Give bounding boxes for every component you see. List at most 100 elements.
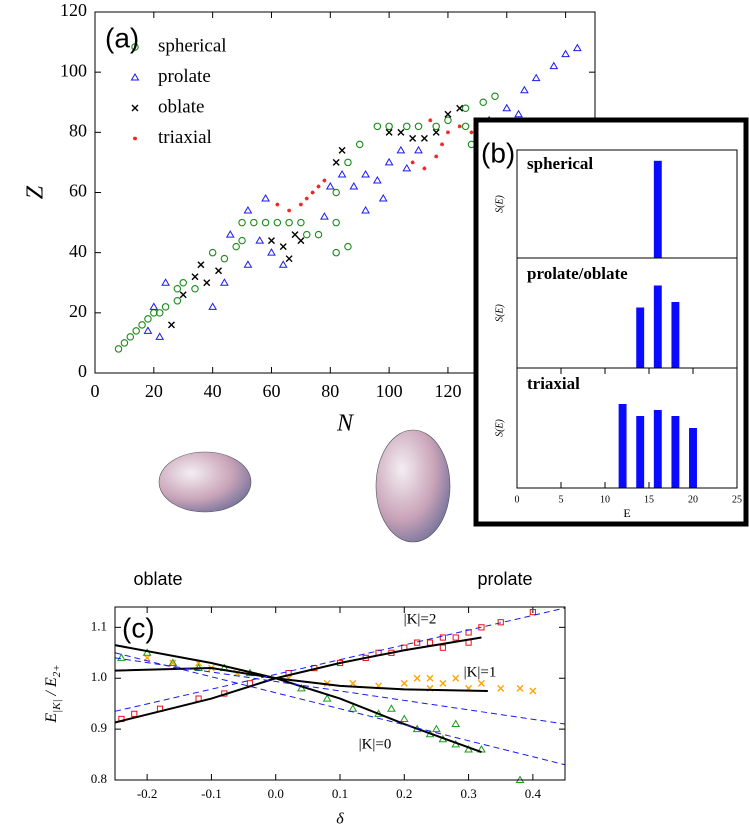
y-tick-label: 0 — [78, 361, 87, 381]
point — [432, 128, 440, 136]
point — [303, 230, 311, 239]
point — [355, 140, 364, 149]
point — [451, 719, 461, 728]
legend-label: triaxial — [158, 127, 212, 148]
illustration-label: prolate — [477, 569, 532, 589]
subplot-title: spherical — [527, 154, 593, 173]
bar — [671, 302, 680, 368]
plot-frame — [114, 606, 566, 781]
point — [161, 303, 170, 311]
point — [173, 297, 182, 305]
point — [502, 103, 512, 112]
point — [316, 184, 321, 189]
panel-label: (b) — [481, 137, 515, 168]
x-axis-label: N — [336, 411, 355, 437]
x-tick-label: 0.1 — [332, 786, 348, 801]
point — [440, 142, 445, 147]
y-tick-label: 1.0 — [91, 669, 107, 684]
point — [549, 61, 559, 70]
point — [208, 248, 217, 257]
point — [402, 163, 412, 172]
point — [477, 679, 485, 687]
point — [452, 674, 460, 682]
point — [531, 73, 541, 82]
point — [220, 254, 229, 263]
bar — [653, 410, 662, 488]
point — [400, 679, 408, 687]
legend-label: oblate — [158, 96, 204, 117]
bar — [636, 307, 645, 368]
legend-marker — [133, 136, 137, 141]
x-tick-label: 20 — [145, 381, 163, 401]
point — [322, 694, 332, 702]
fit-line — [114, 667, 488, 692]
x-tick-label: 0 — [515, 494, 520, 505]
x-tick-label: 100 — [376, 381, 403, 401]
y-tick-label: 80 — [69, 120, 87, 140]
point — [179, 291, 187, 299]
point — [320, 212, 329, 220]
y-tick-label: 0.8 — [91, 771, 107, 786]
panel-c: 0.8 0.9 1.0 1.1 -0.2 -0.1 0.0 0.1 0.2 0.3 0.4 |K|=2… — [43, 606, 566, 828]
fit-line — [114, 657, 566, 725]
y-tick-label: 1.1 — [91, 618, 107, 633]
point — [396, 145, 406, 154]
point — [287, 208, 292, 213]
point — [291, 231, 299, 239]
y-tick-label: 100 — [60, 60, 87, 80]
point — [497, 684, 505, 692]
y-axis-label: S(E) — [494, 418, 505, 436]
point — [243, 260, 253, 268]
point — [373, 122, 382, 131]
point — [385, 128, 393, 136]
point — [413, 674, 421, 682]
bar — [653, 160, 662, 258]
prolate-shape — [375, 429, 451, 543]
legend-label: prolate — [158, 66, 211, 87]
y-axis-label-part: E — [43, 677, 60, 688]
point — [384, 157, 394, 166]
point — [348, 704, 358, 712]
point — [261, 194, 270, 202]
point — [238, 236, 246, 245]
plot-frame — [516, 367, 738, 489]
point — [155, 332, 165, 340]
subplot-title: triaxial — [527, 374, 580, 393]
point — [445, 130, 450, 135]
point — [422, 166, 427, 171]
point — [149, 302, 159, 310]
panel-label: (c) — [122, 612, 155, 643]
point — [426, 674, 434, 682]
y-axis-label: S(E) — [494, 194, 505, 212]
point — [403, 122, 411, 131]
point — [452, 634, 459, 641]
panel-label: (a) — [105, 22, 139, 53]
y-axis-label-part: / — [43, 687, 60, 699]
point — [426, 639, 434, 646]
point — [203, 279, 211, 287]
point — [372, 175, 382, 184]
point — [138, 321, 146, 329]
x-tick-label: 20 — [688, 494, 698, 505]
point — [399, 714, 409, 722]
point — [275, 202, 280, 207]
point — [310, 190, 315, 195]
point — [173, 285, 182, 293]
point — [461, 104, 470, 113]
point — [349, 181, 359, 190]
fit-line — [114, 607, 566, 712]
point — [439, 634, 446, 641]
point — [361, 169, 370, 178]
bar — [636, 416, 645, 488]
point — [361, 206, 370, 214]
x-axis-label: E — [623, 506, 630, 520]
point — [414, 122, 423, 131]
bar — [618, 404, 627, 488]
legend-marker — [130, 73, 140, 81]
point — [279, 243, 287, 251]
point — [338, 146, 346, 154]
point — [243, 206, 253, 214]
point — [410, 160, 415, 165]
point — [434, 154, 439, 159]
